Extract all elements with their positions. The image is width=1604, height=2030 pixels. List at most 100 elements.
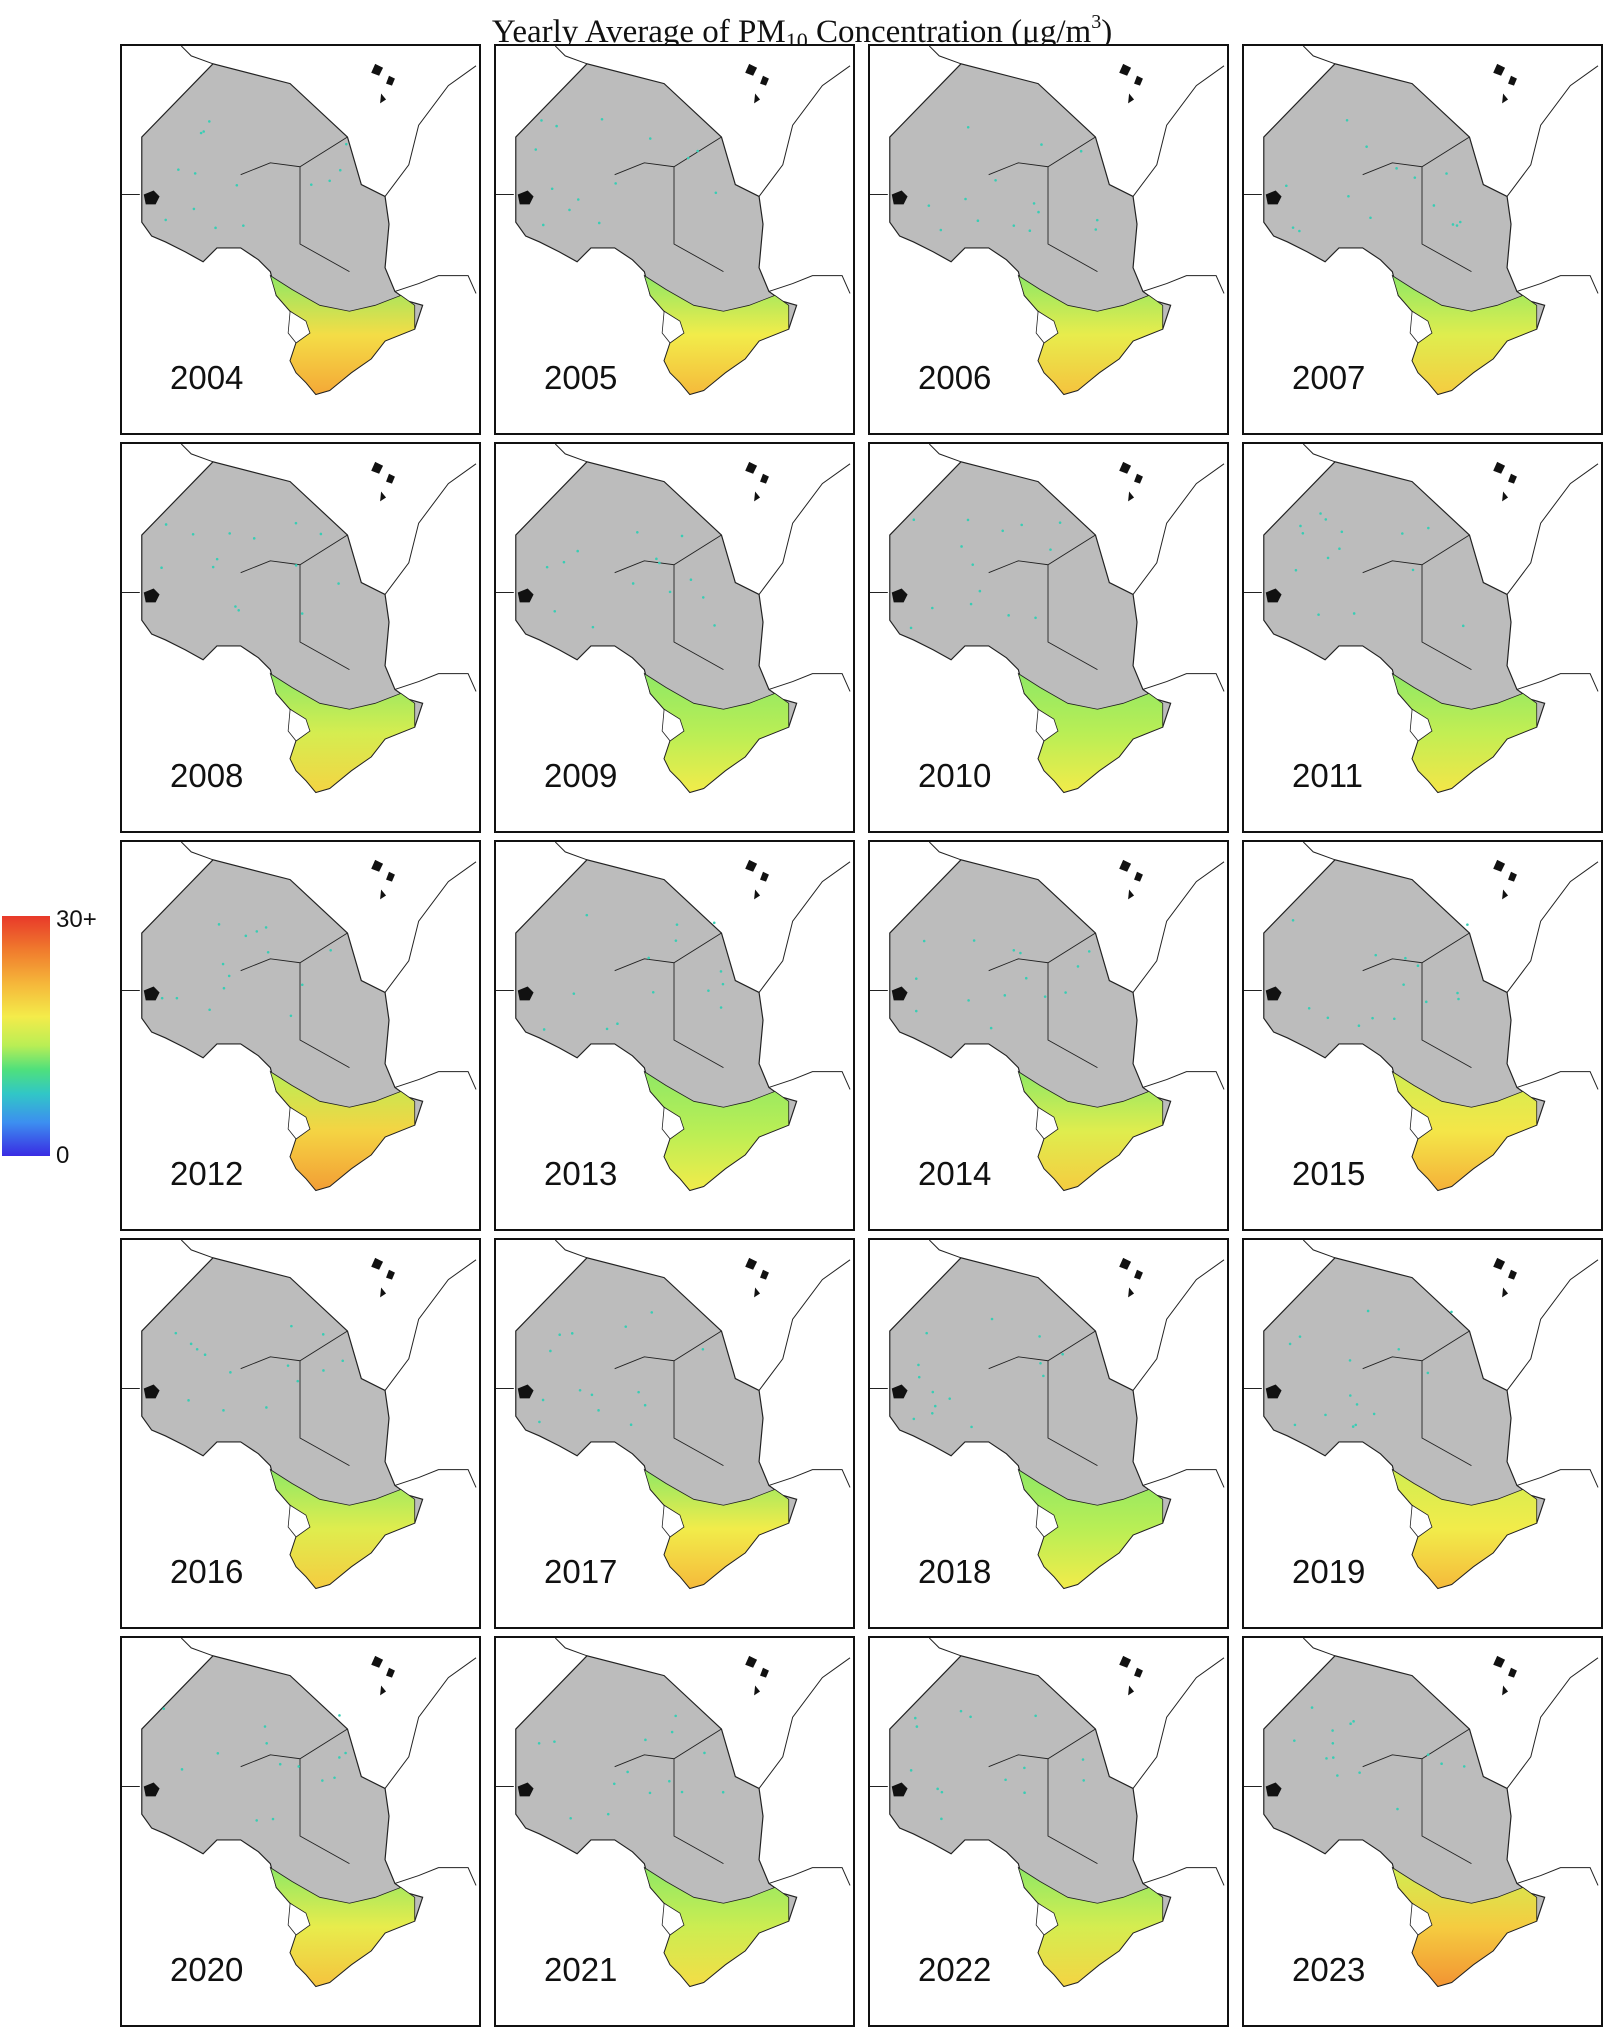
province-map xyxy=(496,1240,851,1590)
monitor-point xyxy=(1355,1403,1359,1406)
monitor-point xyxy=(1416,964,1420,968)
monitor-point xyxy=(1397,1347,1401,1351)
neighbor-border-north xyxy=(928,46,962,65)
monitor-point xyxy=(597,1409,600,1412)
monitor-point xyxy=(701,596,705,599)
monitor-point xyxy=(971,563,975,566)
monitor-point xyxy=(1007,614,1010,617)
quebec-border xyxy=(384,1259,477,1391)
monitor-point xyxy=(674,1714,677,1718)
quebec-border xyxy=(1506,463,1599,595)
map-panel-2022: 2022 xyxy=(868,1636,1229,2027)
internal-boundary xyxy=(988,136,1096,176)
island-cluster xyxy=(745,63,769,104)
monitor-point xyxy=(940,1817,943,1821)
monitor-point xyxy=(1451,223,1455,226)
great-lakes-water xyxy=(287,1106,311,1140)
monitor-point xyxy=(214,226,217,230)
internal-boundary xyxy=(240,1728,348,1768)
map-panel-2020: 2020 xyxy=(120,1636,481,2027)
panel-year-label: 2021 xyxy=(544,1951,618,1988)
monitor-point xyxy=(686,156,690,160)
monitor-point xyxy=(585,913,589,917)
monitor-point xyxy=(321,1779,324,1782)
monitor-point xyxy=(713,624,716,627)
monitor-point xyxy=(948,1397,951,1400)
internal-boundary-2 xyxy=(299,1758,350,1865)
monitor-point xyxy=(714,191,718,195)
monitor-point xyxy=(1456,991,1459,995)
monitor-point xyxy=(1325,1757,1328,1760)
internal-boundary-2 xyxy=(1047,962,1098,1069)
monitor-point xyxy=(1369,216,1372,220)
quebec-border xyxy=(384,463,477,595)
island-cluster xyxy=(1119,1655,1143,1696)
great-lakes-water xyxy=(1035,310,1059,344)
neighbor-border-north xyxy=(180,444,214,463)
monitor-point xyxy=(624,1325,628,1328)
map-panel-2015: 2015 xyxy=(1242,840,1603,1231)
monitor-point xyxy=(266,950,270,954)
monitor-point xyxy=(648,1791,652,1795)
monitor-point xyxy=(925,1331,928,1335)
monitor-point xyxy=(540,119,543,122)
island-cluster xyxy=(745,1257,769,1298)
province-map xyxy=(870,444,1225,794)
monitor-point xyxy=(936,1787,939,1791)
panel-year-label: 2009 xyxy=(544,757,618,794)
panel-year-label: 2013 xyxy=(544,1155,618,1192)
monitor-point xyxy=(562,560,566,564)
quebec-border xyxy=(1132,463,1225,595)
internal-boundary xyxy=(240,932,348,972)
monitor-point xyxy=(227,974,231,978)
monitor-point xyxy=(265,1406,268,1409)
monitor-point xyxy=(296,1379,300,1383)
island-cluster xyxy=(1493,1655,1517,1696)
island-cluster xyxy=(1119,1257,1143,1298)
monitor-point xyxy=(1372,1412,1376,1416)
monitor-point xyxy=(1082,1779,1085,1782)
province-map xyxy=(1244,1638,1599,1988)
monitor-point xyxy=(1331,1742,1335,1745)
map-panel-2012: 2012 xyxy=(120,840,481,1231)
monitor-point xyxy=(591,625,595,629)
monitor-point xyxy=(215,557,219,561)
monitor-point xyxy=(164,523,168,526)
island-cluster xyxy=(1493,63,1517,104)
monitor-point xyxy=(1012,948,1016,952)
internal-boundary-2 xyxy=(1047,166,1098,273)
monitor-point xyxy=(1396,1807,1399,1811)
monitor-point xyxy=(345,142,348,146)
monitor-point xyxy=(192,207,196,211)
internal-boundary xyxy=(988,1330,1096,1370)
title-suffix: ) xyxy=(1101,14,1113,50)
monitor-point xyxy=(1293,1739,1296,1742)
panel-year-label: 2005 xyxy=(544,359,618,396)
monitor-point xyxy=(917,1363,920,1367)
monitor-point xyxy=(600,117,604,121)
monitor-point xyxy=(1427,526,1430,530)
monitor-point xyxy=(228,532,231,535)
monitor-point xyxy=(1349,1722,1352,1726)
province-map xyxy=(870,46,1225,396)
monitor-point xyxy=(707,989,710,992)
province-map xyxy=(496,46,851,396)
monitor-point xyxy=(1298,229,1301,233)
internal-boundary xyxy=(988,932,1096,972)
neighbor-border-north xyxy=(928,842,962,861)
monitor-point xyxy=(959,1709,963,1713)
monitor-point xyxy=(1466,923,1469,926)
map-panel-2016: 2016 xyxy=(120,1238,481,1629)
quebec-border xyxy=(758,463,851,595)
great-lakes-water xyxy=(1409,1504,1433,1538)
province-map xyxy=(496,842,851,1192)
internal-boundary xyxy=(1362,534,1470,574)
lake-of-woods xyxy=(517,1782,534,1797)
monitor-point xyxy=(1081,1758,1085,1761)
great-lakes-water xyxy=(661,310,685,344)
monitor-point xyxy=(1001,529,1004,533)
great-lakes-water xyxy=(1035,1902,1059,1936)
monitor-point xyxy=(290,1324,293,1328)
monitor-point xyxy=(534,148,538,151)
monitor-point xyxy=(970,1425,973,1429)
